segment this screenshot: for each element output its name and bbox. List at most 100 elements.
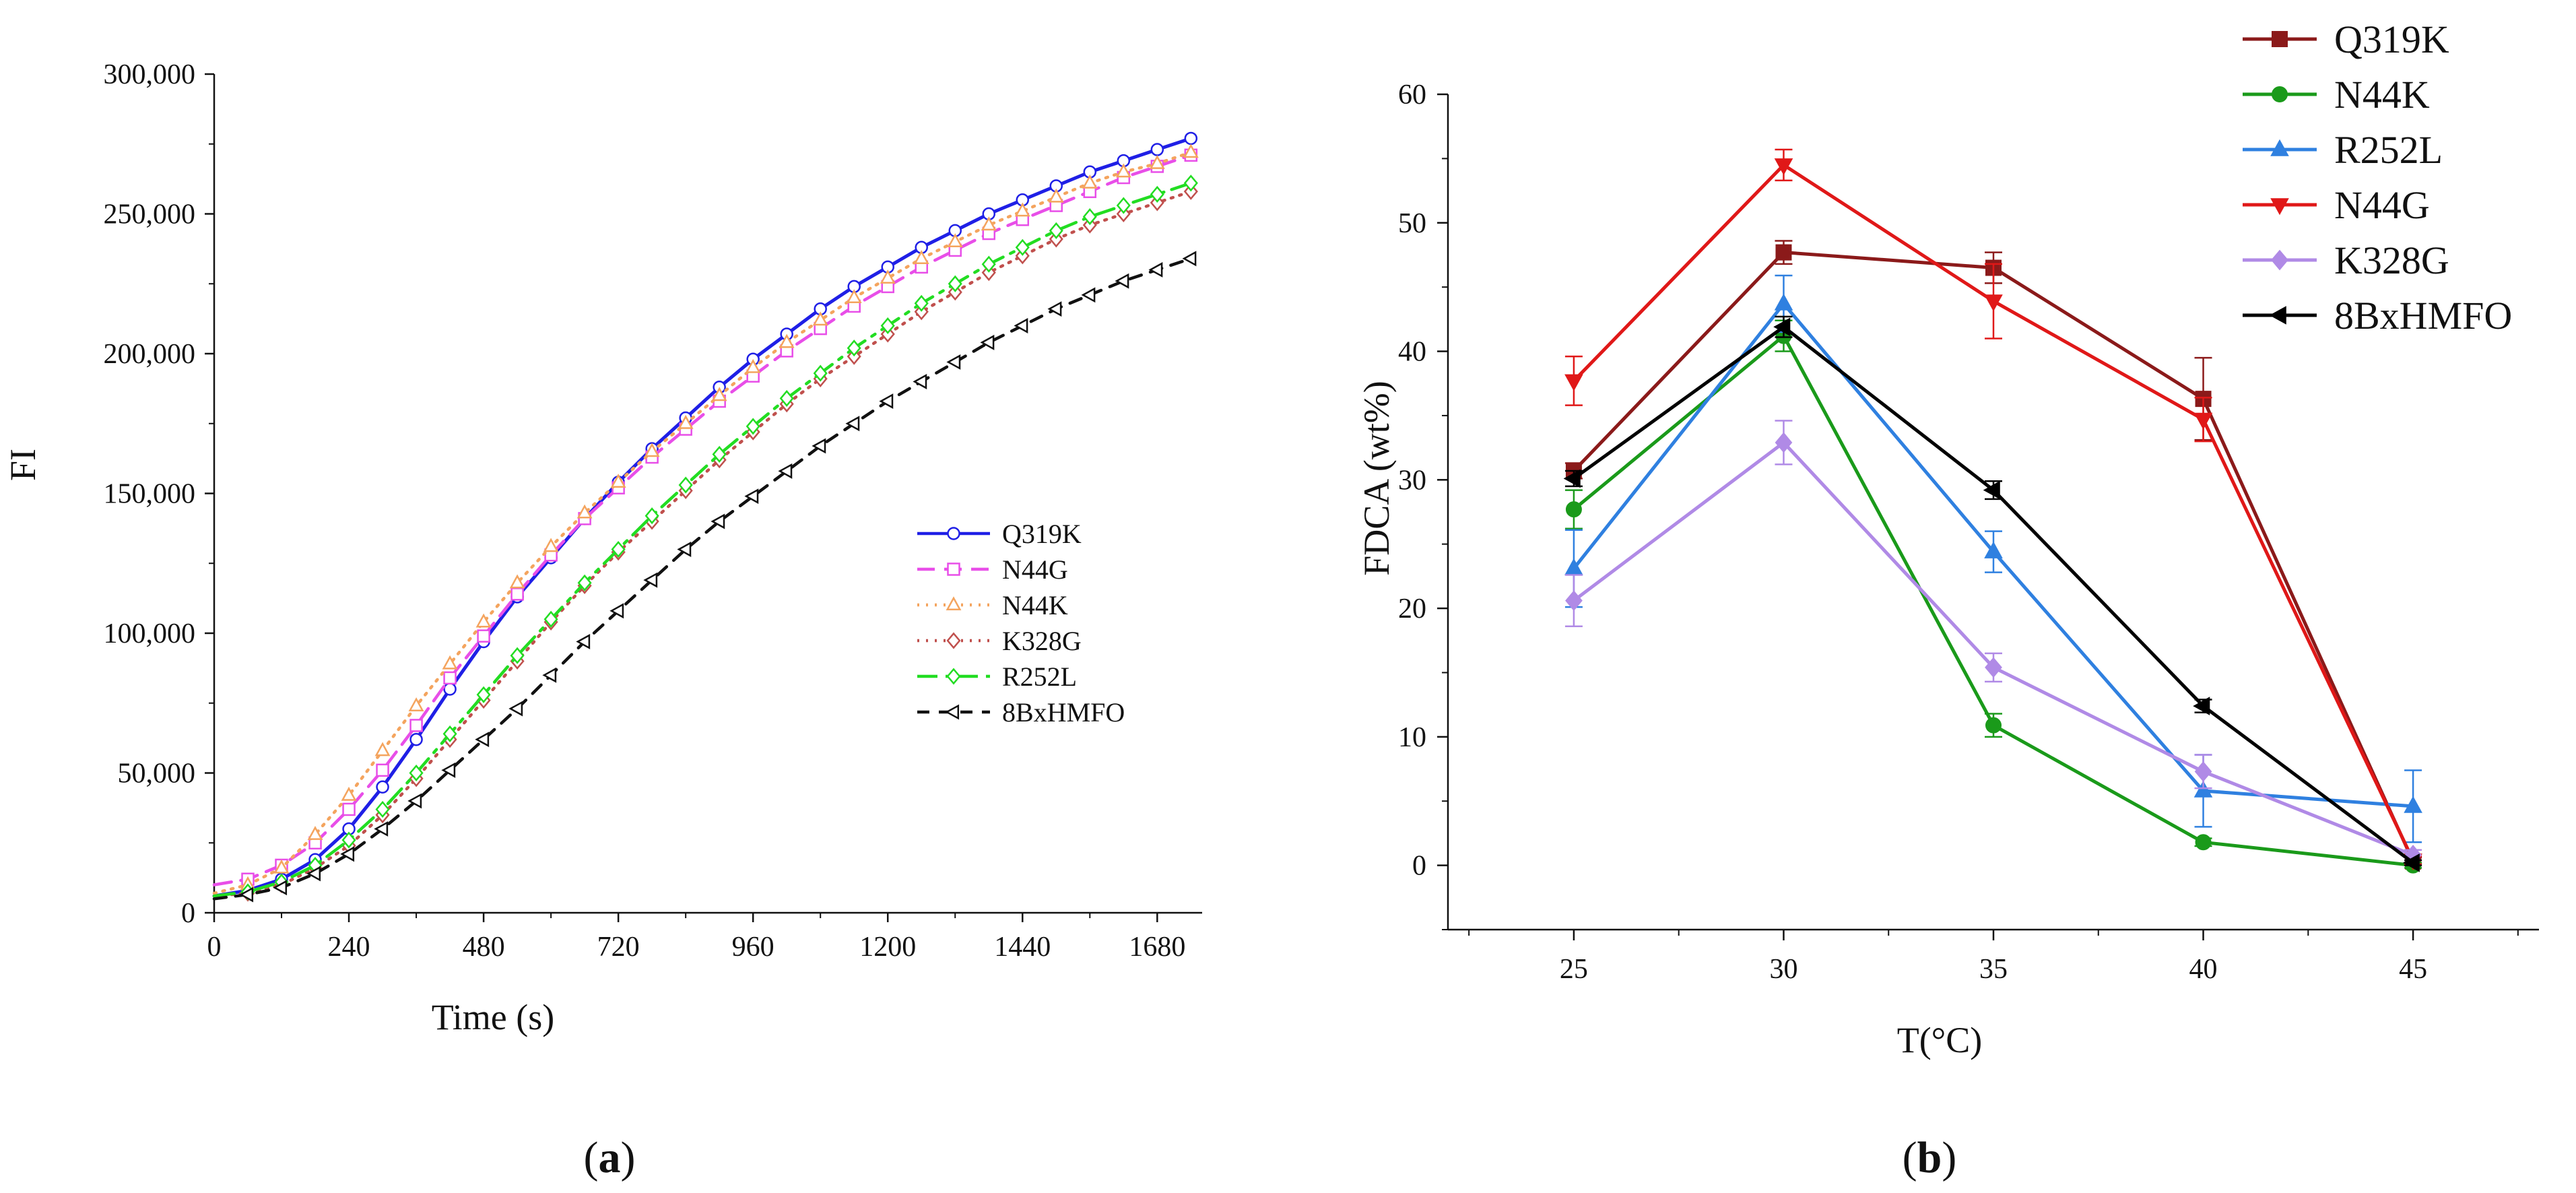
panel-a-x-tick-label: 960: [732, 932, 774, 963]
panel-b-point-n44k: [2195, 834, 2212, 851]
panel-a-series-8bxhmfo: [212, 251, 1197, 903]
panel-b-axes: 25 30 35 40 45 0 10 20 30 40 50 60: [1398, 79, 2539, 985]
panel-a-point-r252l: [611, 540, 626, 558]
panel-a-legend-marker: [946, 668, 961, 685]
panel-a-point-8bxhmfo: [1047, 301, 1062, 317]
panel-a-legend-marker: [947, 562, 960, 576]
panel-b-label-letter: b: [1917, 1133, 1942, 1182]
panel-a-label: (a): [584, 1133, 636, 1182]
panel-a-point-n44g: [477, 629, 490, 643]
panel-a-y-tick-label: 0: [181, 898, 195, 929]
panel-a-legend-label: 8BxHMFO: [1002, 697, 1125, 728]
panel-b-y-tick-label: 30: [1398, 465, 1426, 496]
panel-b-point-n44k: [1565, 501, 1582, 518]
panel-a-point-n44k: [846, 289, 862, 304]
panel-b-legend-marker: [2270, 139, 2289, 156]
panel-b-x-tick-label: 40: [2189, 954, 2218, 985]
panel-a-series-q319k: [212, 131, 1198, 898]
panel-a-point-n44k: [644, 443, 660, 457]
panel-a-point-n44k: [442, 655, 458, 670]
panel-a-point-8bxhmfo: [1148, 261, 1163, 278]
panel-a-point-8bxhmfo: [913, 373, 927, 390]
panel-a-x-tick-label: 1440: [994, 932, 1051, 963]
panel-b-point-8bxhmfo: [2193, 697, 2210, 715]
panel-a-point-n44k: [779, 333, 795, 348]
panel-a-legend-marker: [946, 596, 962, 611]
panel-b-point-n44g: [2193, 412, 2213, 430]
panel-a-point-n44k: [543, 538, 559, 552]
panel-a-x-tick-label: 1200: [859, 932, 916, 963]
panel-b-point-8bxhmfo: [1563, 469, 1581, 488]
panel-a-point-r252l: [948, 275, 962, 292]
panel-a-point-q319k: [1150, 143, 1164, 156]
panel-b-point-8bxhmfo: [2402, 853, 2420, 872]
panel-a-x-tick-label: 240: [328, 932, 370, 963]
panel-a-point-r252l: [375, 800, 390, 818]
panel-a-x-tick-label: 0: [207, 932, 222, 963]
panel-a-point-n44k: [812, 311, 828, 326]
panel-a-point-r252l: [543, 610, 558, 628]
panel-a-point-8bxhmfo: [508, 701, 523, 717]
panel-b-series-k328g: [1564, 420, 2422, 866]
panel-b-point-r252l: [2193, 780, 2213, 798]
panel-b-point-n44g: [1984, 294, 2003, 312]
panel-a-legend-item-k328g: K328G: [917, 626, 1082, 656]
panel-a-y-axis-title: FI: [3, 449, 43, 481]
panel-b-legend: Q319K N44K R252L N44G K328G 8BxHMFO: [2243, 18, 2512, 337]
panel-b-legend-item-8bxhmfo: 8BxHMFO: [2243, 294, 2512, 337]
panel-a-legend-marker: [945, 704, 960, 720]
panel-a-point-8bxhmfo: [677, 541, 692, 558]
panel-a-point-n44k: [1014, 202, 1030, 217]
panel-a-x-tick-label: 720: [597, 932, 640, 963]
panel-b-point-8bxhmfo: [1773, 317, 1791, 337]
panel-a-point-n44g: [409, 719, 423, 732]
panel-a-point-r252l: [476, 686, 491, 703]
panel-a-point-8bxhmfo: [1014, 317, 1028, 334]
panel-a-point-n44k: [880, 269, 896, 284]
panel-a-point-8bxhmfo: [374, 821, 389, 837]
panel-a-x-axis-title: Time (s): [432, 997, 555, 1037]
panel-a-point-n44g: [510, 587, 524, 601]
panel-a-point-n44k: [1082, 174, 1098, 189]
panel-b-point-r252l: [2404, 796, 2422, 813]
panel-a-y-tick-label: 250,000: [104, 199, 196, 230]
panel-a-point-r252l: [981, 255, 996, 273]
panel-a-point-n44g: [443, 671, 457, 685]
panel-a-point-r252l: [1082, 208, 1097, 226]
panel-a-axes: 0 240 480 720 960 1200 1440 1680 0 50,000 100,000 1…: [104, 59, 1202, 963]
panel-b-legend-label: 8BxHMFO: [2334, 294, 2512, 337]
panel-b-x-tick-label: 35: [1979, 954, 2008, 985]
panel-b-legend-label: N44K: [2334, 73, 2430, 117]
panel-b-legend-label: N44G: [2334, 183, 2430, 227]
panel-a-point-q319k: [409, 732, 423, 746]
panel-a-legend: Q319K N44G N44K K328G R252L 8BxHMFO: [917, 519, 1125, 728]
panel-b-y-tick-label: 20: [1398, 593, 1426, 624]
panel-b-point-r252l: [1774, 293, 1793, 311]
panel-a-point-n44k: [745, 358, 761, 373]
panel-b-line-n44k: [1573, 334, 2414, 868]
panel-a-point-r252l: [577, 574, 592, 591]
panel-b-chart: 25 30 35 40 45 0 10 20 30 40 50 60 Q319K N44K R252L N4…: [1356, 18, 2539, 1182]
panel-a-point-n44k: [374, 742, 391, 756]
panel-b-point-r252l: [1984, 541, 2003, 558]
panel-a-point-r252l: [510, 647, 525, 664]
panel-a-point-r252l: [1015, 238, 1030, 256]
panel-a-point-r252l: [341, 831, 356, 849]
panel-a-legend-item-q319k: Q319K: [917, 519, 1082, 549]
panel-b-point-n44g: [1564, 374, 1583, 391]
panel-a-point-8bxhmfo: [407, 793, 422, 809]
panel-a-legend-item-n44g: N44G: [917, 554, 1068, 585]
panel-b-series-layer: [1563, 148, 2422, 874]
panel-b-point-k328g: [1985, 657, 2002, 678]
panel-b-y-tick-label: 0: [1412, 851, 1426, 882]
panel-a-x-tick-label: 480: [463, 932, 505, 963]
panel-a-point-8bxhmfo: [946, 354, 961, 370]
panel-b-point-k328g: [1565, 590, 1583, 611]
panel-b-legend-label: Q319K: [2334, 18, 2449, 61]
panel-a-point-8bxhmfo: [879, 393, 894, 410]
panel-a-legend-label: N44K: [1002, 590, 1068, 620]
panel-a-point-n44k: [1115, 163, 1131, 178]
panel-a-point-r252l: [442, 725, 457, 742]
panel-a-series-n44g: [212, 148, 1198, 886]
